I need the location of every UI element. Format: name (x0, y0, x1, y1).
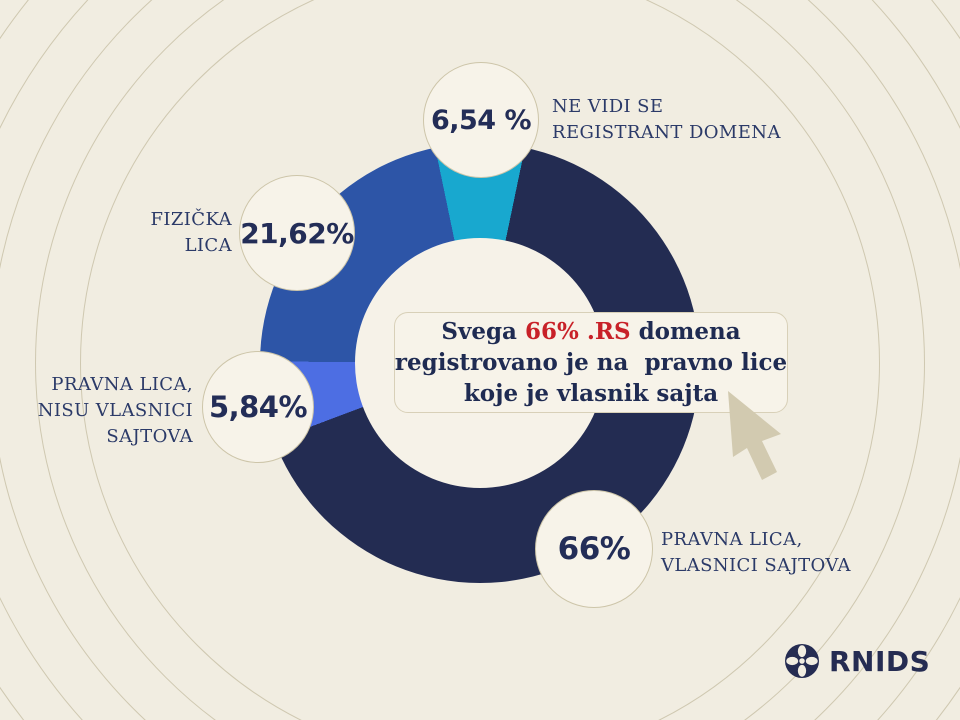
note-text: domena (630, 318, 741, 345)
center-note-line2: registrovano je na pravno lice (394, 349, 788, 376)
slice-value: 21,62% (240, 216, 354, 250)
note-highlight-pct: 66% (524, 318, 579, 345)
slice-label-ne-vidi-se: NE VIDI SE REGISTRANT DOMENA (552, 96, 781, 143)
slice-label-pravna-nisu-vlasnici: PRAVNA LICA, NISU VLASNICI SAJTOVA (37, 374, 193, 447)
callout-bubble-pravna-vlasnici: 66% (535, 490, 653, 608)
slice-value: 6,54 % (430, 104, 532, 136)
slice-label-pravna-vlasnici: PRAVNA LICA, VLASNICI SAJTOVA (661, 529, 851, 576)
note-text: Svega (441, 318, 525, 345)
rnids-wordmark: RNIDS (829, 644, 931, 678)
callout-bubble-fizicka-lica: 21,62% (239, 175, 355, 291)
callout-bubble-pravna-nisu-vlasnici: 5,84% (202, 351, 314, 463)
slice-value: 5,84% (208, 390, 308, 424)
rnids-logo: RNIDS (785, 644, 930, 678)
center-note-line3: koje je vlasnik sajta (463, 380, 719, 407)
center-note-box: Svega 66% .RS domena registrovano je na … (394, 312, 788, 413)
center-note-line1: Svega 66% .RS domena (441, 316, 740, 347)
note-highlight-rs: .RS (578, 318, 631, 345)
rnids-rosette-icon (785, 644, 819, 678)
slice-label-fizicka-lica: FIZIČKA LICA (150, 209, 232, 256)
slice-value: 66% (557, 531, 631, 567)
callout-bubble-ne-vidi-se: 6,54 % (423, 62, 539, 178)
